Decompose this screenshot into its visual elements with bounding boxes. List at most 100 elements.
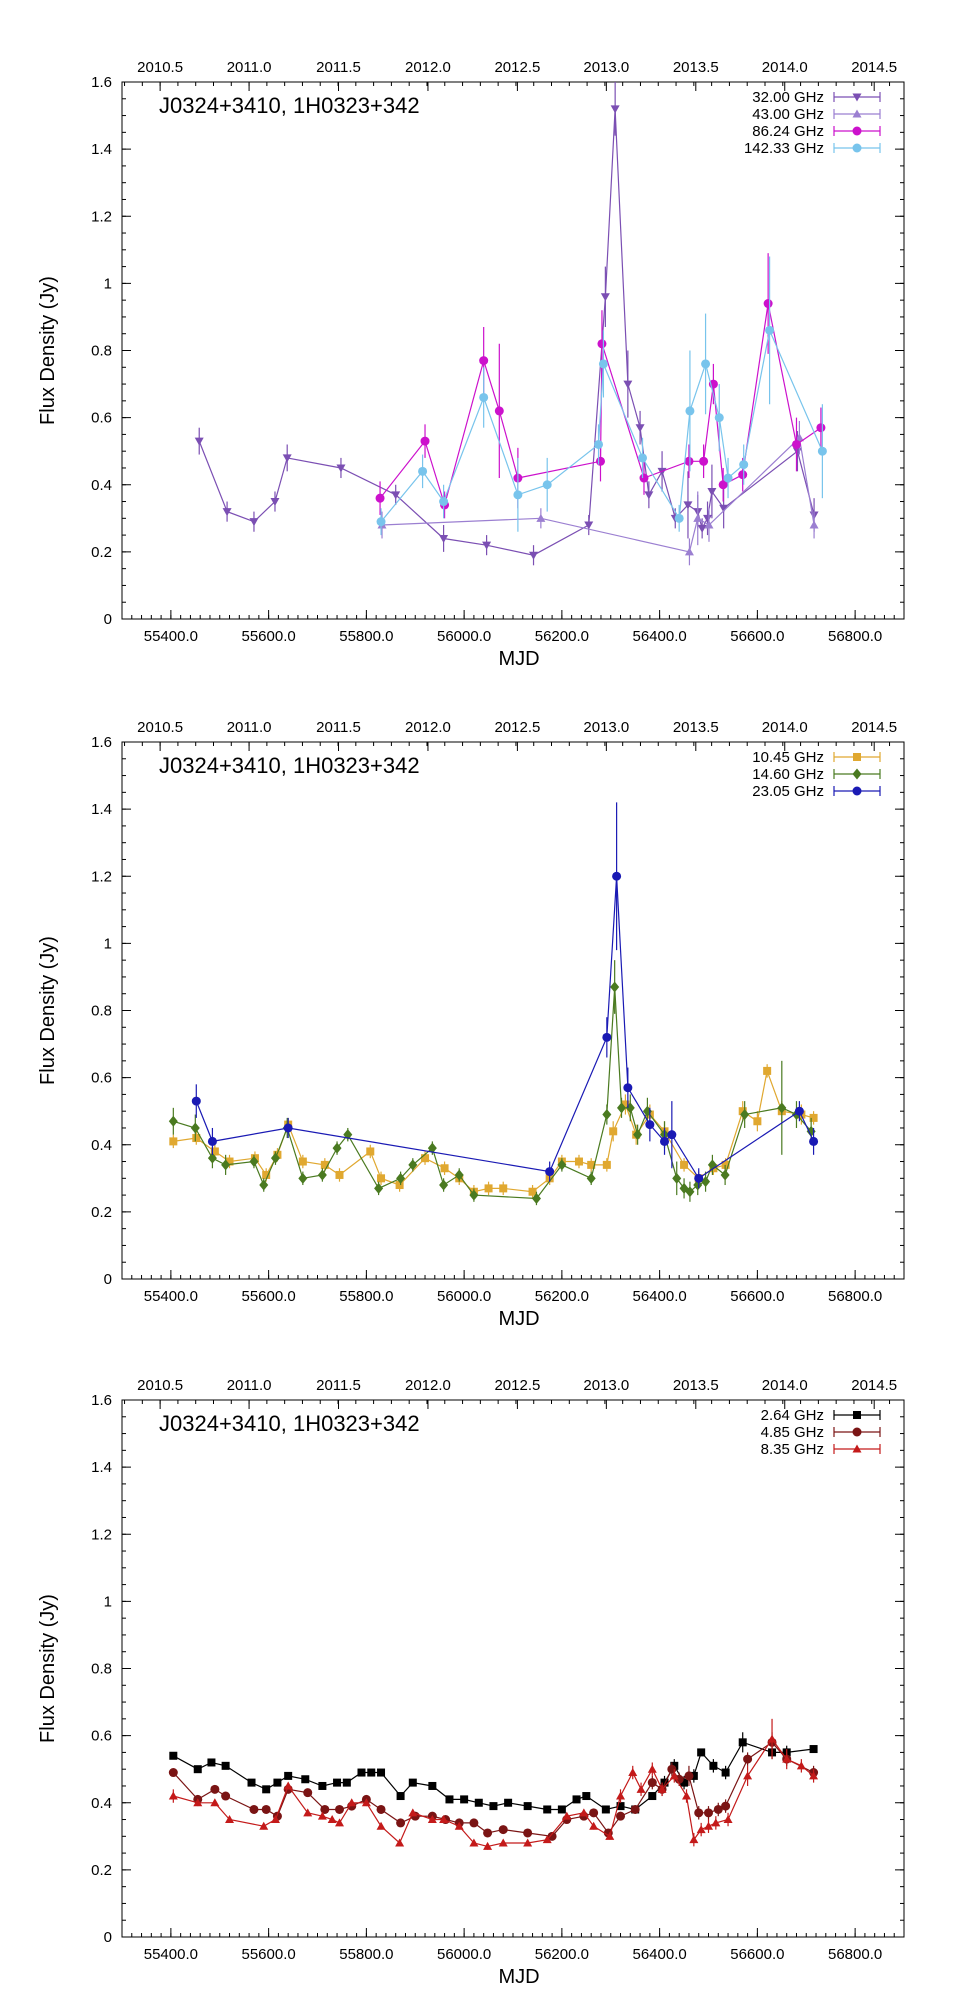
data-point — [794, 433, 804, 442]
series-line — [173, 986, 812, 1200]
data-point — [667, 1764, 677, 1774]
data-point — [376, 1804, 386, 1814]
data-point — [628, 1768, 638, 1777]
top-axis-tick-label: 2013.0 — [583, 719, 629, 736]
data-point — [273, 1778, 282, 1787]
y-tick-label: 0.8 — [91, 343, 112, 360]
x-tick-label: 56600.0 — [730, 1946, 784, 1963]
data-point — [616, 1802, 625, 1811]
legend-marker — [852, 109, 862, 118]
x-tick-label: 56400.0 — [633, 1288, 687, 1305]
data-point — [303, 1788, 313, 1798]
x-tick-label: 56400.0 — [633, 1946, 687, 1963]
data-point — [396, 1172, 406, 1184]
data-point — [249, 1804, 259, 1814]
data-point — [210, 1147, 219, 1156]
data-point — [439, 1179, 449, 1191]
data-point — [602, 1160, 611, 1169]
data-point — [408, 1159, 418, 1171]
data-point — [221, 1791, 231, 1801]
y-tick-label: 0.8 — [91, 1003, 112, 1020]
y-tick-label: 1.4 — [91, 801, 112, 818]
y-tick-label: 0 — [104, 1271, 112, 1288]
data-point — [572, 1795, 581, 1804]
data-point — [669, 1771, 679, 1780]
data-point — [701, 359, 711, 369]
series-line — [173, 1741, 814, 1811]
legend-entry-label: 142.33 GHz — [744, 140, 824, 157]
x-tick-label: 55400.0 — [144, 1288, 198, 1305]
data-point — [484, 1184, 493, 1193]
data-point — [479, 392, 489, 402]
data-point — [194, 437, 204, 446]
data-point — [395, 1181, 404, 1190]
data-point — [667, 1130, 677, 1140]
data-point — [489, 1802, 498, 1811]
x-tick-label: 55800.0 — [339, 1946, 393, 1963]
data-point — [439, 497, 449, 507]
data-point — [713, 1804, 723, 1814]
top-axis-tick-label: 2011.5 — [316, 719, 361, 736]
top-axis-tick-label: 2013.5 — [673, 719, 719, 736]
data-point — [261, 1804, 271, 1814]
data-point — [543, 1805, 552, 1814]
data-point — [262, 1170, 271, 1179]
x-tick-label: 55600.0 — [242, 628, 296, 645]
data-point — [657, 1784, 667, 1793]
data-point — [336, 464, 346, 473]
data-point — [623, 380, 633, 389]
data-point — [660, 1136, 670, 1146]
data-point — [562, 1811, 572, 1820]
data-point — [247, 1778, 256, 1787]
legend-entry-label: 10.45 GHz — [752, 749, 824, 766]
data-point — [408, 1778, 417, 1787]
data-point — [376, 517, 386, 527]
data-point — [697, 1748, 706, 1757]
data-point — [259, 1821, 269, 1830]
data-point — [689, 1835, 699, 1844]
top-axis-tick-label: 2011.5 — [316, 59, 361, 76]
data-point — [283, 1123, 293, 1133]
data-point — [610, 105, 620, 114]
data-point — [574, 1157, 583, 1166]
chart-title: J0324+3410, 1H0323+342 — [159, 1411, 420, 1436]
data-point — [648, 1792, 657, 1801]
data-point — [763, 299, 773, 309]
x-tick-label: 55800.0 — [339, 628, 393, 645]
data-point — [439, 534, 449, 543]
y-tick-label: 1.2 — [91, 868, 112, 885]
data-point — [791, 439, 801, 449]
data-point — [262, 1785, 271, 1794]
data-point — [454, 1821, 464, 1830]
data-point — [738, 1738, 747, 1747]
top-axis-tick-label: 2014.5 — [851, 719, 897, 736]
data-point — [523, 1828, 533, 1838]
data-point — [792, 447, 802, 456]
data-point — [796, 1761, 806, 1770]
data-point — [720, 1169, 730, 1181]
data-point — [207, 1136, 217, 1146]
series-142-33-ghz — [376, 256, 827, 536]
data-point — [704, 1808, 713, 1818]
data-point — [270, 1152, 280, 1164]
data-point — [605, 1831, 615, 1840]
series-8-35-ghz — [168, 1718, 819, 1850]
y-tick-label: 0.8 — [91, 1661, 112, 1678]
data-point — [377, 1768, 386, 1777]
x-tick-label: 56200.0 — [535, 1946, 589, 1963]
data-point — [685, 1186, 695, 1198]
data-point — [817, 446, 827, 456]
data-point — [332, 1142, 342, 1154]
data-point — [684, 1771, 694, 1781]
data-point — [168, 1115, 178, 1127]
data-point — [376, 1821, 386, 1830]
data-point — [809, 520, 819, 529]
data-point — [303, 1808, 313, 1817]
x-tick-label: 56200.0 — [535, 628, 589, 645]
data-point — [169, 1751, 178, 1760]
x-tick-label: 56000.0 — [437, 1946, 491, 1963]
x-tick-label: 56000.0 — [437, 1288, 491, 1305]
top-axis-tick-label: 2014.0 — [762, 1377, 808, 1394]
data-point — [395, 1838, 405, 1847]
